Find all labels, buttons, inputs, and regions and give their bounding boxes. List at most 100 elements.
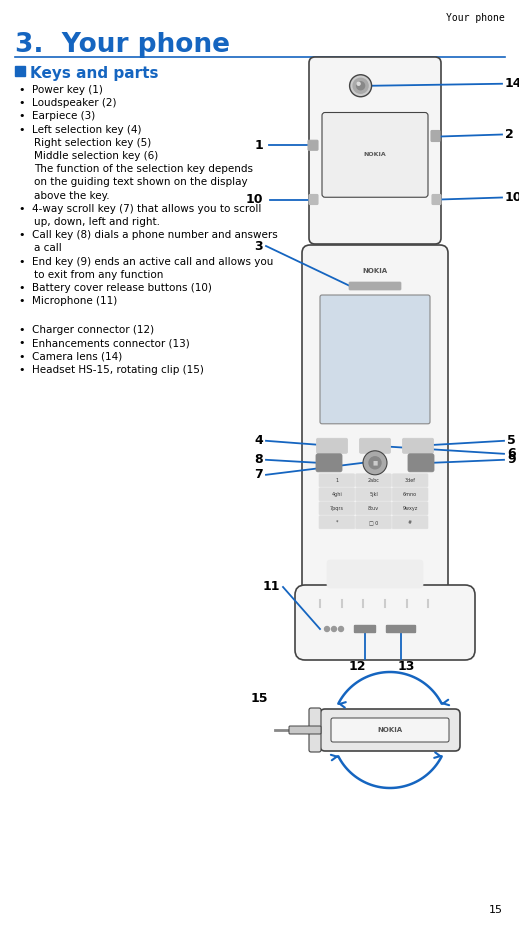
Text: 10: 10 — [245, 193, 263, 206]
Text: •: • — [19, 256, 25, 266]
Text: 11: 11 — [263, 581, 280, 594]
Circle shape — [350, 75, 372, 97]
Circle shape — [338, 626, 344, 632]
FancyBboxPatch shape — [387, 625, 416, 633]
Text: •: • — [19, 352, 25, 362]
Text: 15: 15 — [489, 905, 503, 915]
Text: 15: 15 — [251, 693, 268, 706]
Text: •: • — [19, 296, 25, 306]
FancyBboxPatch shape — [356, 474, 391, 487]
Text: 8tuv: 8tuv — [368, 506, 379, 511]
Text: above the key.: above the key. — [34, 191, 110, 201]
Text: •: • — [19, 339, 25, 349]
Circle shape — [363, 450, 387, 475]
Text: 3: 3 — [254, 240, 263, 253]
Text: 6: 6 — [507, 448, 515, 461]
Text: <: < — [325, 458, 333, 467]
Circle shape — [353, 79, 368, 93]
FancyBboxPatch shape — [392, 487, 428, 500]
Text: Loudspeaker (2): Loudspeaker (2) — [32, 98, 116, 108]
Text: 1: 1 — [254, 139, 263, 152]
Text: 4-way scroll key (7) that allows you to scroll: 4-way scroll key (7) that allows you to … — [32, 204, 262, 214]
Text: Camera lens (14): Camera lens (14) — [32, 352, 122, 362]
FancyBboxPatch shape — [331, 718, 449, 742]
Text: NOKIA: NOKIA — [377, 727, 403, 733]
FancyBboxPatch shape — [320, 709, 460, 751]
Text: •: • — [19, 283, 25, 293]
Text: Call key (8) dials a phone number and answers: Call key (8) dials a phone number and an… — [32, 230, 278, 240]
Bar — [15, 66, 25, 76]
Text: 2: 2 — [505, 128, 514, 141]
Text: 9wxyz: 9wxyz — [402, 506, 418, 511]
FancyBboxPatch shape — [349, 282, 401, 290]
FancyBboxPatch shape — [319, 501, 354, 515]
Text: The function of the selection key depends: The function of the selection key depend… — [34, 165, 253, 174]
Text: •: • — [19, 364, 25, 375]
FancyBboxPatch shape — [319, 474, 354, 487]
Text: Earpiece (3): Earpiece (3) — [32, 111, 95, 121]
Text: *: * — [336, 520, 338, 524]
Text: to exit from any function: to exit from any function — [34, 270, 163, 279]
Text: Microphone (11): Microphone (11) — [32, 296, 117, 306]
FancyBboxPatch shape — [392, 516, 428, 529]
Text: •: • — [19, 85, 25, 95]
FancyBboxPatch shape — [319, 516, 354, 529]
Text: 7pqrs: 7pqrs — [330, 506, 344, 511]
FancyBboxPatch shape — [322, 113, 428, 197]
Text: ■: ■ — [372, 461, 378, 465]
FancyBboxPatch shape — [356, 501, 391, 515]
Text: •: • — [19, 230, 25, 240]
Text: Left selection key (4): Left selection key (4) — [32, 125, 142, 135]
Text: 2abc: 2abc — [367, 478, 379, 483]
FancyBboxPatch shape — [295, 585, 475, 660]
FancyBboxPatch shape — [431, 130, 440, 142]
FancyBboxPatch shape — [403, 438, 433, 453]
Text: 13: 13 — [398, 660, 415, 673]
FancyBboxPatch shape — [289, 726, 321, 734]
FancyBboxPatch shape — [408, 454, 434, 472]
FancyBboxPatch shape — [319, 487, 354, 500]
Text: 12: 12 — [348, 660, 366, 673]
Text: Middle selection key (6): Middle selection key (6) — [34, 151, 158, 161]
Text: NOKIA: NOKIA — [364, 153, 386, 157]
FancyBboxPatch shape — [309, 194, 318, 204]
Text: 9: 9 — [507, 453, 515, 466]
FancyBboxPatch shape — [309, 57, 441, 244]
Text: #: # — [408, 520, 412, 524]
FancyBboxPatch shape — [356, 516, 391, 529]
Circle shape — [357, 81, 365, 90]
FancyBboxPatch shape — [308, 141, 318, 150]
Text: 4ghi: 4ghi — [332, 492, 342, 497]
Text: Your phone: Your phone — [446, 13, 505, 23]
FancyBboxPatch shape — [317, 438, 348, 453]
Text: 7: 7 — [254, 468, 263, 481]
FancyBboxPatch shape — [432, 194, 441, 204]
Text: 6mno: 6mno — [403, 492, 417, 497]
Circle shape — [332, 626, 336, 632]
FancyBboxPatch shape — [327, 560, 423, 588]
Text: 3def: 3def — [405, 478, 416, 483]
FancyBboxPatch shape — [316, 454, 342, 472]
Text: 8: 8 — [254, 453, 263, 466]
Text: NOKIA: NOKIA — [362, 268, 388, 274]
Text: 4: 4 — [254, 435, 263, 448]
Text: 1: 1 — [335, 478, 338, 483]
Text: >: > — [417, 458, 425, 467]
FancyBboxPatch shape — [356, 487, 391, 500]
Text: a call: a call — [34, 243, 62, 253]
Text: 5jkl: 5jkl — [369, 492, 378, 497]
Text: Battery cover release buttons (10): Battery cover release buttons (10) — [32, 283, 212, 293]
Text: •: • — [19, 326, 25, 335]
Text: Right selection key (5): Right selection key (5) — [34, 138, 151, 148]
FancyBboxPatch shape — [309, 708, 321, 752]
Text: •: • — [19, 204, 25, 214]
Text: End key (9) ends an active call and allows you: End key (9) ends an active call and allo… — [32, 256, 274, 266]
Text: Keys and parts: Keys and parts — [30, 66, 158, 81]
Text: Headset HS-15, rotating clip (15): Headset HS-15, rotating clip (15) — [32, 364, 204, 375]
Text: 5: 5 — [507, 435, 516, 448]
Circle shape — [357, 82, 360, 85]
FancyBboxPatch shape — [354, 625, 376, 633]
FancyBboxPatch shape — [392, 501, 428, 515]
Text: up, down, left and right.: up, down, left and right. — [34, 217, 160, 227]
FancyBboxPatch shape — [302, 245, 448, 601]
